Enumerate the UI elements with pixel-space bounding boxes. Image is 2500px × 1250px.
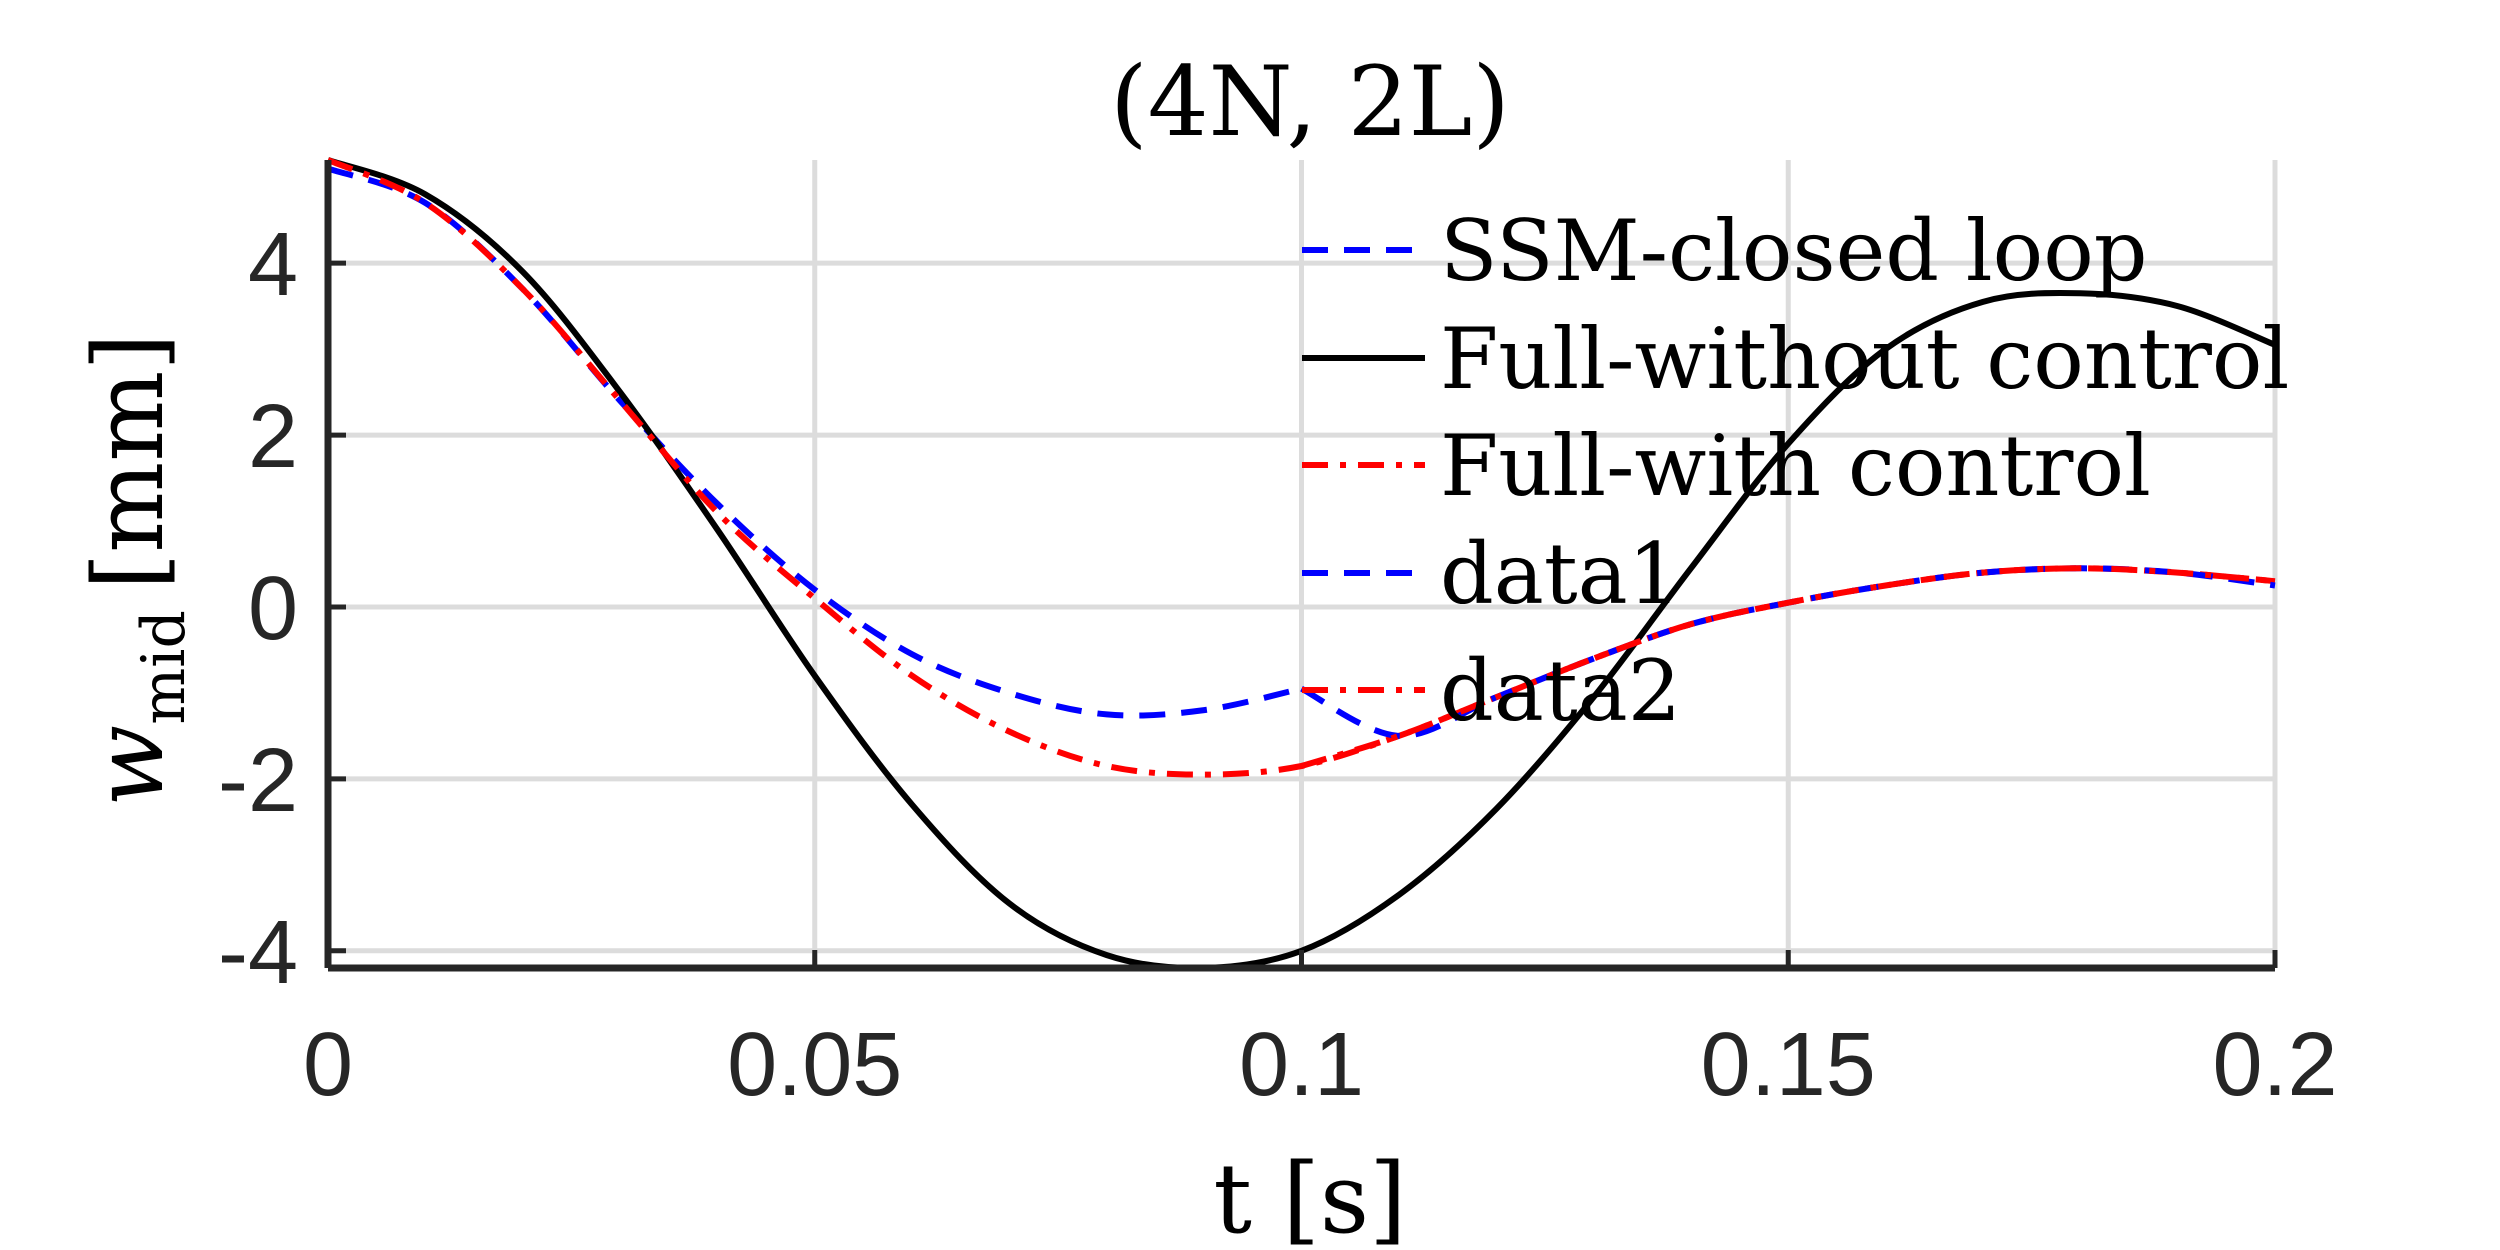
series-line-5 xyxy=(1300,565,2276,769)
legend: SSM-closed loop Full-without controlFull-… xyxy=(1302,202,2289,740)
legend-label-3: Full-with control xyxy=(1440,417,2151,515)
y-axis-label-unit: [mm] xyxy=(73,333,185,590)
chart-title: (4N, 2L) xyxy=(1110,46,1510,158)
legend-label-5: data2 xyxy=(1440,642,1681,740)
series-line-2 xyxy=(327,157,2277,972)
x-tick-label: 0.05 xyxy=(727,1015,902,1115)
legend-label-2: Full-without control xyxy=(1440,310,2289,408)
legend-label-4: data1 xyxy=(1440,525,1681,623)
series-lines xyxy=(326,157,2277,972)
x-tick-label: 0.15 xyxy=(1701,1015,1876,1115)
y-axis-label-sub: mid xyxy=(129,610,199,725)
y-tick-label: -2 xyxy=(218,731,298,831)
x-tick-label: 0 xyxy=(303,1015,353,1115)
y-tick-label: -4 xyxy=(218,903,298,1003)
x-tick-label: 0.1 xyxy=(1239,1015,1364,1115)
axes xyxy=(324,160,2278,972)
y-axis-label-main: w xyxy=(73,725,185,807)
x-tick-label: 0.2 xyxy=(2212,1015,2337,1115)
y-axis-label: wmid [mm] xyxy=(73,333,199,807)
y-tick-labels: -4 -2 0 2 4 xyxy=(218,215,298,1003)
y-tick-label: 4 xyxy=(248,215,298,315)
y-tick-label: 2 xyxy=(248,387,298,487)
y-tick-label: 0 xyxy=(248,559,298,659)
legend-label-1: SSM-closed loop xyxy=(1440,202,2148,300)
x-axis-label: t [s] xyxy=(1213,1143,1406,1250)
x-tick-labels: 0 0.05 0.1 0.15 0.2 xyxy=(303,1015,2338,1115)
series-line-3 xyxy=(326,157,2276,778)
